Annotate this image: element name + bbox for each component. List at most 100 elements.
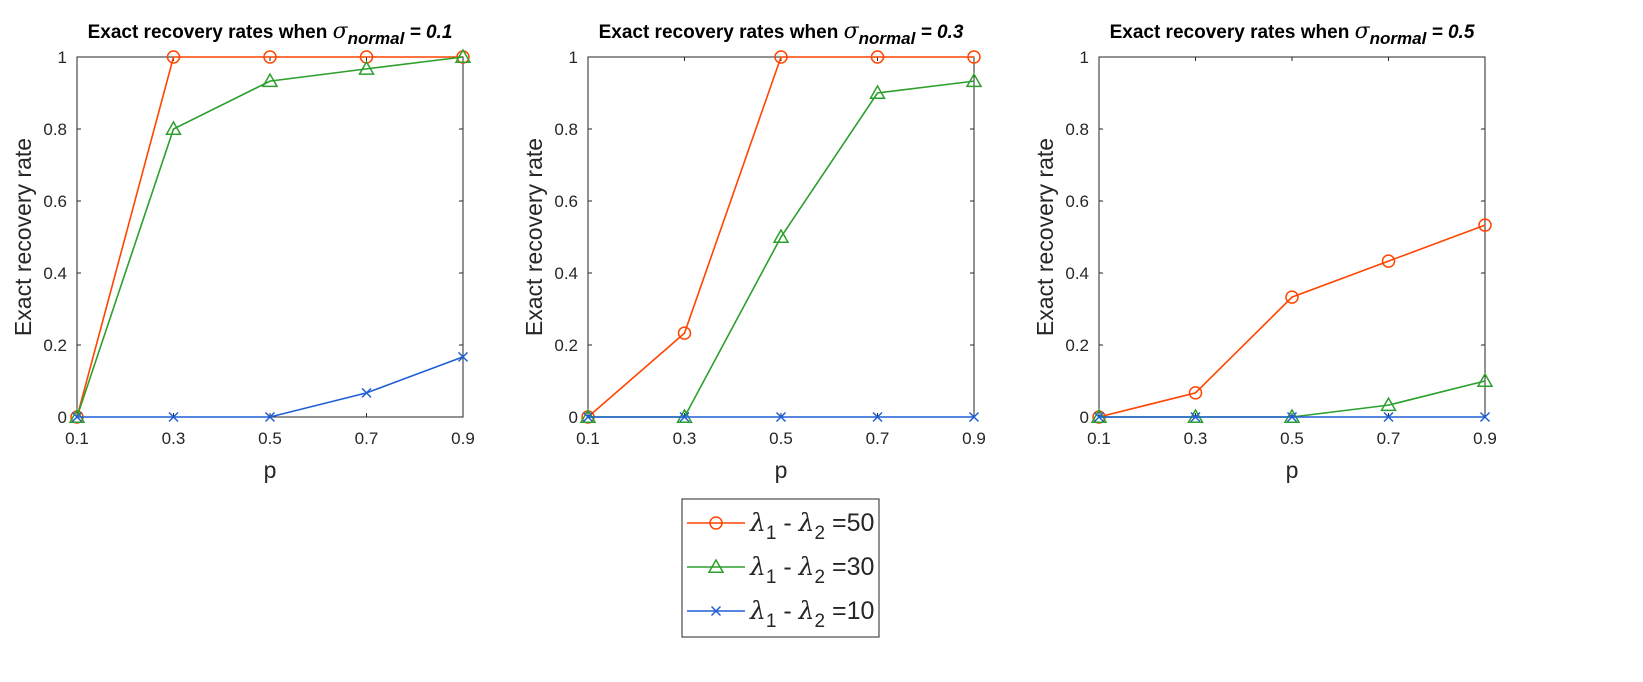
legend-text: =10: [825, 597, 874, 625]
legend-symbol: λ: [798, 552, 815, 581]
legend-subscript: 1: [766, 567, 777, 588]
x-tick-label: 0.3: [673, 429, 697, 448]
y-tick-label: 0.4: [554, 264, 578, 283]
title-subscript: normal: [1370, 29, 1428, 48]
legend-symbol: λ: [749, 552, 766, 581]
legend-entry-2: λ1 - λ2 =30: [687, 552, 874, 588]
data-point-marker: [582, 411, 594, 423]
data-point-marker: [1476, 372, 1494, 387]
data-point-marker: [1479, 411, 1491, 423]
legend-entry-1: λ1 - λ2 =50: [687, 508, 874, 544]
data-point-marker: [361, 387, 372, 398]
series-3: [1093, 411, 1491, 423]
legend-text: -: [776, 509, 798, 537]
x-tick-label: 0.1: [1087, 429, 1111, 448]
subplot-title: Exact recovery rates when σnormal = 0.5: [1110, 19, 1475, 48]
title-prefix: Exact recovery rates when: [599, 22, 844, 43]
legend-text: -: [776, 553, 798, 581]
legend-symbol: λ: [749, 596, 766, 625]
title-subscript: normal: [859, 29, 917, 48]
series-line: [587, 56, 974, 418]
subplot-title: Exact recovery rates when σnormal = 0.1: [88, 19, 453, 48]
legend-label: λ1 - λ2 =10: [749, 596, 874, 632]
y-axis-label: Exact recovery rate: [10, 138, 36, 336]
series-3: [582, 411, 980, 423]
series-2: [68, 48, 472, 423]
y-axis-label: Exact recovery rate: [1032, 138, 1058, 336]
y-tick-label: 0.4: [43, 264, 67, 283]
series-1: [1092, 218, 1492, 424]
data-point-marker: [1286, 411, 1298, 423]
legend-symbol: λ: [798, 508, 815, 537]
data-point-marker: [1383, 411, 1394, 423]
data-point-marker: [774, 50, 788, 64]
data-point-marker: [679, 411, 690, 423]
x-axis-label: p: [264, 457, 277, 483]
y-tick-label: 0.6: [1065, 192, 1089, 211]
x-tick-label: 0.1: [576, 429, 600, 448]
data-point-marker: [775, 411, 787, 423]
x-axis-label: p: [1286, 457, 1299, 483]
y-tick-label: 0.8: [554, 120, 578, 139]
data-point-marker: [676, 408, 693, 423]
legend-text: -: [776, 597, 798, 625]
title-suffix: = 0.5: [1426, 22, 1474, 43]
y-tick-label: 0: [1080, 408, 1089, 427]
title-sigma: σ: [333, 19, 349, 44]
data-point-marker: [967, 50, 981, 64]
data-point-marker: [677, 326, 692, 340]
axes-box: [76, 56, 464, 418]
y-tick-label: 0.2: [43, 336, 67, 355]
subplot-3: 0.1 0.3 0.5 0.7 0.9 0 0.2 0.4 0.6 0.8 1 p Exact reco…: [1032, 19, 1497, 483]
legend-label: λ1 - λ2 =50: [749, 508, 874, 544]
y-tick-label: 0.2: [554, 336, 578, 355]
x-tick-label: 0.7: [866, 429, 890, 448]
legend-symbol: λ: [749, 508, 766, 537]
data-point-marker: [1187, 408, 1204, 423]
title-sigma: σ: [1355, 19, 1371, 44]
data-point-marker: [264, 411, 276, 423]
x-tick-label: 0.9: [451, 429, 475, 448]
x-tick-label: 0.5: [769, 429, 793, 448]
data-point-marker: [1090, 408, 1108, 423]
y-tick-label: 1: [1080, 48, 1089, 67]
y-tick-label: 1: [569, 48, 578, 67]
x-tick-label: 0.9: [1473, 429, 1497, 448]
title-suffix: = 0.1: [404, 22, 452, 43]
series-1: [581, 50, 981, 424]
x-tick-label: 0.7: [1377, 429, 1401, 448]
data-point-marker: [1478, 218, 1492, 232]
x-axis-label: p: [775, 457, 788, 483]
data-point-marker: [870, 50, 885, 64]
y-tick-label: 0.2: [1065, 336, 1089, 355]
y-tick-label: 1: [58, 48, 67, 67]
title-prefix: Exact recovery rates when: [1110, 22, 1355, 43]
legend-label: λ1 - λ2 =30: [749, 552, 874, 588]
y-tick-label: 0.6: [43, 192, 67, 211]
data-point-marker: [869, 84, 886, 99]
axes-box: [1098, 56, 1486, 418]
title-suffix: = 0.3: [915, 22, 963, 43]
y-tick-label: 0: [569, 408, 578, 427]
series-line: [76, 56, 464, 418]
legend-subscript: 2: [815, 523, 826, 544]
subplot-1: 0.1 0.3 0.5 0.7 0.9 0 0.2 0.4 0.6 0.8 1 p Exact reco…: [10, 19, 475, 483]
data-point-marker: [1188, 386, 1203, 400]
x-tick-label: 0.5: [258, 429, 282, 448]
data-point-marker: [457, 351, 469, 362]
data-point-marker: [1380, 396, 1397, 412]
data-point-marker: [168, 411, 179, 423]
y-tick-label: 0.4: [1065, 264, 1089, 283]
x-tick-label: 0.5: [1280, 429, 1304, 448]
data-point-marker: [872, 411, 883, 423]
subplot-2: 0.1 0.3 0.5 0.7 0.9 0 0.2 0.4 0.6 0.8 1 p Exact reco…: [521, 19, 986, 483]
y-tick-label: 0.6: [554, 192, 578, 211]
x-tick-label: 0.7: [355, 429, 379, 448]
data-point-marker: [261, 72, 279, 88]
series-line: [76, 56, 463, 418]
data-point-marker: [1190, 411, 1201, 423]
title-prefix: Exact recovery rates when: [88, 22, 333, 43]
y-axis-label: Exact recovery rate: [521, 138, 547, 336]
data-point-marker: [166, 50, 181, 64]
